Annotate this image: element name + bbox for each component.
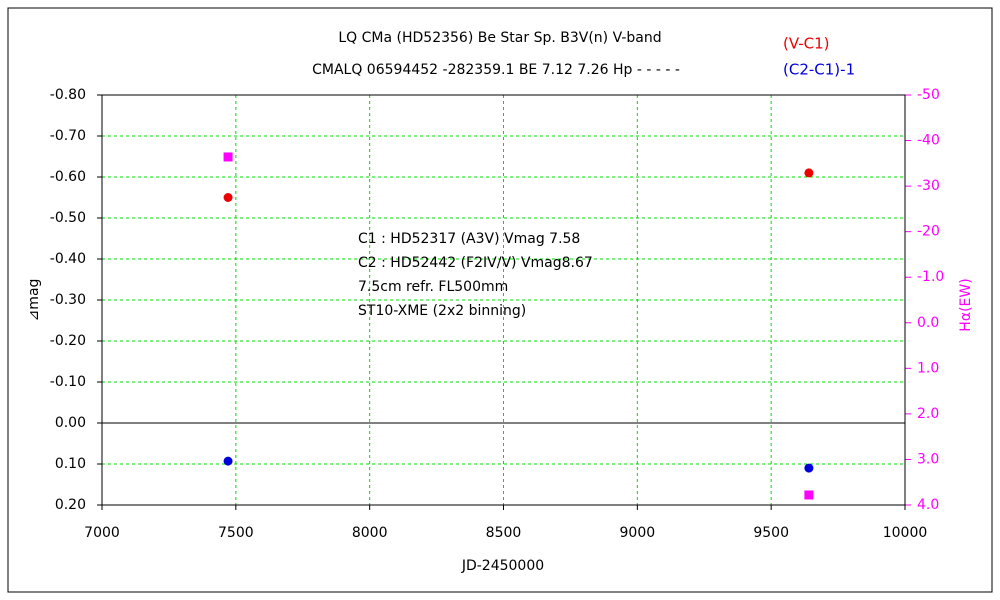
- y-tick-label: -0.80: [50, 87, 86, 103]
- x-tick-label: 9500: [753, 525, 789, 541]
- point: [223, 456, 233, 466]
- annotation: 7.5cm refr. FL500mm: [358, 279, 508, 295]
- plot-frame: [101, 94, 906, 506]
- x-tick-label: 10000: [883, 525, 928, 541]
- y-tick-label: -0.70: [50, 128, 86, 144]
- x-tick-label: 7000: [84, 525, 120, 541]
- y2-tick-label: -20: [917, 224, 940, 240]
- legend-entry: (V-C1): [783, 35, 830, 53]
- annotation: C1 : HD52317 (A3V) Vmag 7.58: [358, 231, 580, 247]
- y-axis-label: ⊿mag: [26, 279, 42, 322]
- annotation: C2 : HD52442 (F2IV/V) Vmag8.67: [358, 255, 593, 271]
- y-tick-label: -0.20: [50, 333, 86, 349]
- chart-subtitle: CMALQ 06594452 -282359.1 BE 7.12 7.26 Hp…: [312, 62, 680, 78]
- y2-tick-label: 4.0: [917, 497, 939, 513]
- y2-tick-label: 2.0: [917, 406, 939, 422]
- annotation: ST10-XME (2x2 binning): [358, 303, 526, 319]
- point: [804, 463, 814, 473]
- y2-tick-label: -1.0: [917, 269, 944, 285]
- x-tick-label: 9000: [620, 525, 656, 541]
- y-tick-label: 0.10: [55, 456, 86, 472]
- x-tick-label: 8500: [486, 525, 522, 541]
- y2-tick-label: 0.0: [917, 315, 939, 331]
- y-tick-label: -0.10: [50, 374, 86, 390]
- y2-tick-label: -30: [917, 178, 940, 194]
- legend-entry: (C2-C1)-1: [783, 61, 855, 79]
- y-tick-label: 0.00: [55, 415, 86, 431]
- point: [804, 168, 814, 178]
- point: [223, 193, 233, 202]
- x-axis-label: JD-2450000: [461, 558, 544, 574]
- y-tick-label: -0.50: [50, 210, 86, 226]
- y2-tick-label: 1.0: [917, 360, 939, 376]
- point: [804, 490, 814, 500]
- x-tick-label: 8000: [352, 525, 388, 541]
- y-tick-label: -0.40: [50, 251, 86, 267]
- y2-tick-label: -50: [917, 87, 940, 103]
- y-tick-label: -0.60: [50, 169, 86, 185]
- y-tick-label: 0.20: [55, 497, 86, 513]
- y-tick-label: -0.30: [50, 292, 86, 308]
- chart-title: LQ CMa (HD52356) Be Star Sp. B3V(n) V-ba…: [338, 30, 661, 46]
- point: [223, 152, 233, 162]
- y2-axis-label: Hα(EW): [958, 278, 974, 331]
- x-tick-label: 7500: [218, 525, 254, 541]
- y2-tick-label: 3.0: [917, 451, 939, 467]
- y2-tick-label: -40: [917, 133, 940, 149]
